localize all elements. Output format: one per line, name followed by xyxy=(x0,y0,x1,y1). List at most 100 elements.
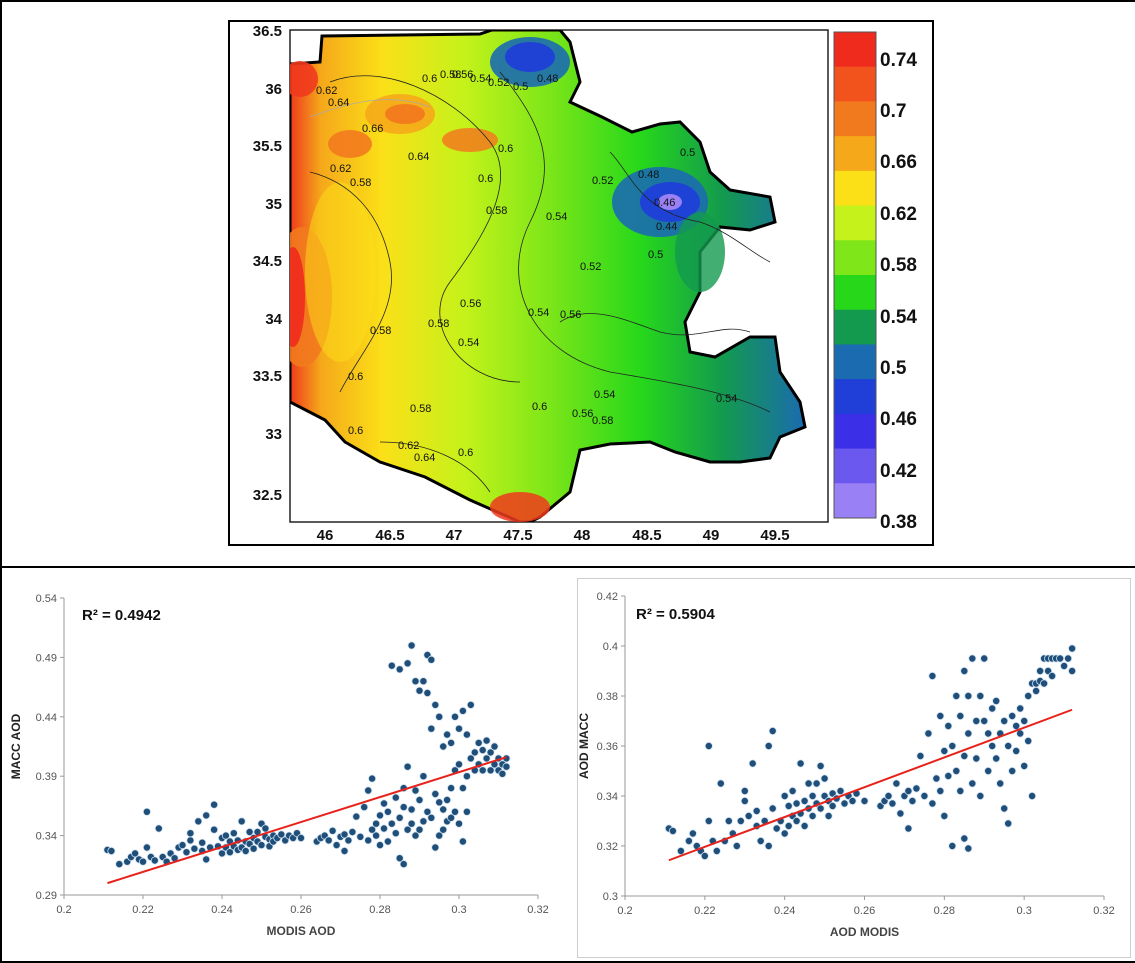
data-point xyxy=(391,829,400,838)
contour-label: 0.48 xyxy=(638,169,659,181)
data-point xyxy=(407,641,416,650)
contour-label: 0.62 xyxy=(316,85,337,97)
data-point xyxy=(952,766,961,775)
colorbar-label: 0.46 xyxy=(880,409,917,430)
data-point xyxy=(904,824,913,833)
low-east-band xyxy=(675,212,725,292)
data-point xyxy=(462,772,471,781)
data-point xyxy=(257,841,266,850)
contour-label: 0.54 xyxy=(458,337,479,349)
data-point xyxy=(368,825,377,834)
contour-label: 0.56 xyxy=(460,298,481,310)
data-point xyxy=(936,786,945,795)
data-point xyxy=(427,655,436,664)
data-point xyxy=(1012,721,1021,730)
data-point xyxy=(792,816,801,825)
y-tick-label: 0.44 xyxy=(36,712,57,724)
data-point xyxy=(411,831,420,840)
colorbar-swatch xyxy=(834,32,876,68)
data-point xyxy=(431,843,440,852)
map-x-ticks: 46 46.5 47 47.5 48 48.5 49 49.5 xyxy=(317,527,790,544)
data-point xyxy=(490,742,499,751)
data-point xyxy=(387,819,396,828)
colorbar-label: 0.7 xyxy=(880,101,906,122)
data-point xyxy=(154,824,163,833)
data-point xyxy=(261,824,270,833)
map-x-tick: 49 xyxy=(703,527,720,544)
data-point xyxy=(920,791,929,800)
data-point xyxy=(431,700,440,709)
data-point xyxy=(340,830,349,839)
data-point xyxy=(478,766,487,775)
y-tick-label: 0.42 xyxy=(597,591,618,603)
contour-label: 0.52 xyxy=(488,77,509,89)
data-point xyxy=(372,819,381,828)
data-point xyxy=(940,746,949,755)
data-point xyxy=(948,741,957,750)
data-point xyxy=(375,811,384,820)
data-point xyxy=(860,796,869,805)
contour-line-2 xyxy=(499,71,771,413)
data-point xyxy=(150,856,159,865)
colorbar-swatch xyxy=(834,101,876,137)
contour-label: 0.54 xyxy=(594,389,615,401)
map-x-tick: 47 xyxy=(446,527,463,544)
data-point xyxy=(221,831,230,840)
data-point xyxy=(756,836,765,845)
data-point xyxy=(411,786,420,795)
data-point xyxy=(466,754,475,763)
scatter-macc-vs-modis: 0.29 0.34 0.39 0.44 0.49 0.54 0.2 0.22 0.24 0.26 0… xyxy=(9,593,549,938)
data-point xyxy=(712,846,721,855)
colorbar-swatch xyxy=(834,448,876,484)
data-point xyxy=(332,841,341,850)
y-axis-label: MACC AOD xyxy=(9,713,23,779)
contour-label: 0.58 xyxy=(440,69,461,81)
colorbar-label: 0.58 xyxy=(880,255,917,276)
data-point xyxy=(740,786,749,795)
data-point xyxy=(1056,654,1065,663)
colorbar-swatch xyxy=(834,136,876,172)
contour-line-4 xyxy=(609,151,771,263)
scatter-aod-macc-vs-aod-modis-panel: 0.3 0.32 0.34 0.36 0.38 0.4 0.42 0.2 0.22 0.24 0.2… xyxy=(577,578,1131,958)
data-point xyxy=(976,791,985,800)
map-x-tick: 46.5 xyxy=(375,527,404,544)
low-north-core xyxy=(505,42,555,72)
data-point xyxy=(198,838,207,847)
contour-labels: 0.62 0.64 0.6 0.58 0.56 0.54 0.52 0.5 0.… xyxy=(316,69,737,464)
data-point xyxy=(808,791,817,800)
hotspot-north-core xyxy=(385,104,425,124)
data-point xyxy=(1000,716,1009,725)
data-point xyxy=(684,836,693,845)
data-point xyxy=(808,811,817,820)
colorbar-swatch xyxy=(834,344,876,380)
colorbar-swatch xyxy=(834,413,876,450)
data-point xyxy=(976,692,985,701)
data-point xyxy=(964,844,973,853)
data-point xyxy=(724,816,733,825)
map-y-tick: 35 xyxy=(265,196,282,213)
data-point xyxy=(768,726,777,735)
data-point xyxy=(486,766,495,775)
data-point xyxy=(928,799,937,808)
data-point xyxy=(443,730,452,739)
data-point xyxy=(908,796,917,805)
data-point xyxy=(1024,692,1033,701)
data-point xyxy=(419,817,428,826)
aod-contour-map: 0.62 0.64 0.6 0.58 0.56 0.54 0.52 0.5 0.… xyxy=(253,23,918,544)
data-point xyxy=(202,811,211,820)
data-point xyxy=(249,844,258,853)
colorbar-label: 0.66 xyxy=(880,152,917,173)
data-point xyxy=(912,784,921,793)
data-point xyxy=(984,766,993,775)
data-point xyxy=(784,821,793,830)
data-point xyxy=(142,807,151,816)
data-point xyxy=(956,711,965,720)
data-point xyxy=(944,771,953,780)
x-tick-label: 0.2 xyxy=(56,904,71,916)
data-point xyxy=(395,813,404,822)
x-axis-label: MODIS AOD xyxy=(267,924,336,938)
data-point xyxy=(379,799,388,808)
data-point xyxy=(194,817,203,826)
contour-label: 0.56 xyxy=(560,309,581,321)
data-point xyxy=(225,848,234,857)
